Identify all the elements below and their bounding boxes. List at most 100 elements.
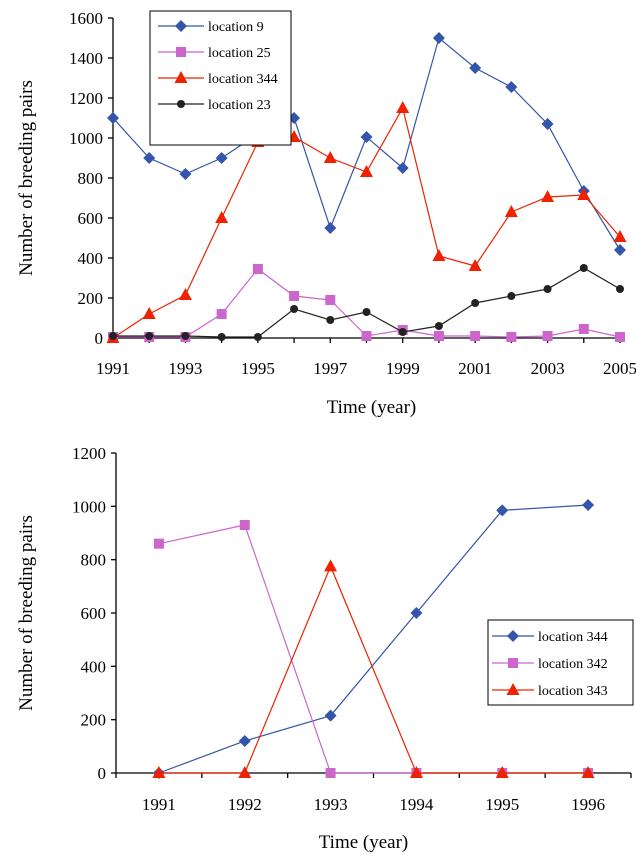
data-point [615, 332, 625, 342]
data-point [152, 766, 166, 778]
data-point [142, 307, 156, 319]
data-point [410, 607, 423, 619]
data-point [432, 249, 446, 261]
y-tick-label: 1200 [69, 89, 103, 108]
y-tick-label: 1000 [72, 497, 106, 516]
data-point [396, 162, 409, 174]
data-point [323, 151, 337, 163]
data-point [396, 101, 410, 113]
x-tick-label: 2003 [531, 359, 565, 378]
legend: location 344 location 342 location 343 [487, 619, 634, 706]
data-point [409, 766, 423, 778]
data-point [324, 709, 337, 722]
data-point [398, 328, 407, 336]
x-tick-label: 2001 [458, 359, 492, 378]
data-point [253, 333, 262, 341]
data-point [215, 211, 229, 223]
data-point [495, 766, 509, 778]
data-point [613, 230, 627, 242]
x-tick-label: 2005 [603, 359, 636, 378]
data-point [581, 766, 595, 778]
legend-item: location 344 [158, 71, 278, 87]
legend-label: location 343 [538, 684, 608, 699]
x-tick-label: 1991 [96, 359, 130, 378]
series-line-location-23 [113, 267, 621, 338]
data-point [434, 322, 443, 330]
legend-item: location 23 [158, 98, 271, 113]
data-point [217, 333, 226, 341]
legend-label: location 23 [208, 98, 271, 113]
data-point [582, 499, 595, 511]
legend-marker [506, 683, 520, 695]
data-point [541, 118, 554, 130]
data-point [326, 316, 335, 324]
x-axis-title: Time (year) [319, 832, 409, 853]
data-point [432, 32, 445, 44]
data-point [239, 520, 250, 530]
data-point [145, 332, 154, 340]
legend-item: location 342 [492, 657, 608, 672]
data-point [470, 331, 481, 341]
data-point [542, 331, 553, 341]
x-tick-label: 1995 [485, 795, 519, 814]
data-point [238, 766, 252, 778]
data-point [107, 112, 119, 124]
series-line-location-25 [113, 268, 621, 338]
data-point [360, 165, 373, 177]
data-point [179, 168, 192, 180]
chart-bottom: 0 200 400 600 800 1000 1200 1991 1992 1993 1994 199… [16, 444, 634, 853]
data-point [360, 131, 373, 143]
series-location-343 [152, 559, 595, 778]
data-point [109, 332, 117, 340]
data-point [541, 190, 555, 202]
y-tick-label: 200 [78, 289, 104, 308]
y-axis-title: Number of breeding pairs [16, 515, 37, 711]
data-point [324, 559, 338, 572]
legend: location 9 location 25 location 344 locatio… [149, 10, 292, 146]
series-location-25 [108, 264, 625, 342]
data-point [469, 62, 482, 74]
data-point [215, 152, 228, 164]
legend-marker [177, 100, 185, 108]
y-tick-label: 600 [81, 604, 107, 623]
y-tick-label: 1600 [69, 9, 103, 28]
legend-item: location 25 [158, 46, 271, 61]
legend-item: location 9 [158, 20, 264, 35]
legend-label: location 344 [538, 630, 608, 645]
y-tick-label: 1400 [69, 49, 103, 68]
x-tick-label: 1994 [399, 795, 434, 814]
legend-label: location 342 [538, 657, 608, 672]
series-line-location-343 [158, 564, 589, 774]
x-axis-title: Time (year) [327, 397, 417, 418]
legend-label: location 9 [208, 20, 264, 35]
data-point [325, 295, 336, 305]
x-tick-label: 1996 [571, 795, 605, 814]
data-point [614, 244, 626, 256]
data-point [178, 288, 192, 300]
data-point [290, 305, 299, 313]
data-point [324, 222, 337, 234]
data-point [507, 292, 516, 300]
axes: 0 200 400 600 800 1000 1200 1400 1600 1991 1993 199… [69, 9, 636, 378]
y-axis-title: Number of breeding pairs [16, 80, 37, 276]
x-tick-label: 1997 [313, 359, 348, 378]
y-tick-label: 600 [78, 209, 104, 228]
data-point [616, 285, 624, 293]
data-point [362, 308, 371, 316]
y-tick-label: 1200 [72, 444, 106, 463]
legend-label: location 344 [208, 72, 278, 87]
legend-marker [174, 71, 188, 83]
data-point [433, 331, 444, 341]
data-point [543, 285, 552, 293]
x-tick-label: 1995 [241, 359, 275, 378]
data-point [578, 324, 589, 334]
data-point [238, 735, 251, 747]
legend-label: location 25 [208, 46, 271, 61]
data-point [577, 188, 591, 200]
legend-marker [508, 658, 518, 668]
data-point [506, 332, 517, 342]
data-point [153, 538, 164, 549]
legend-item: location 343 [492, 683, 608, 699]
series-location-344 [106, 101, 627, 343]
